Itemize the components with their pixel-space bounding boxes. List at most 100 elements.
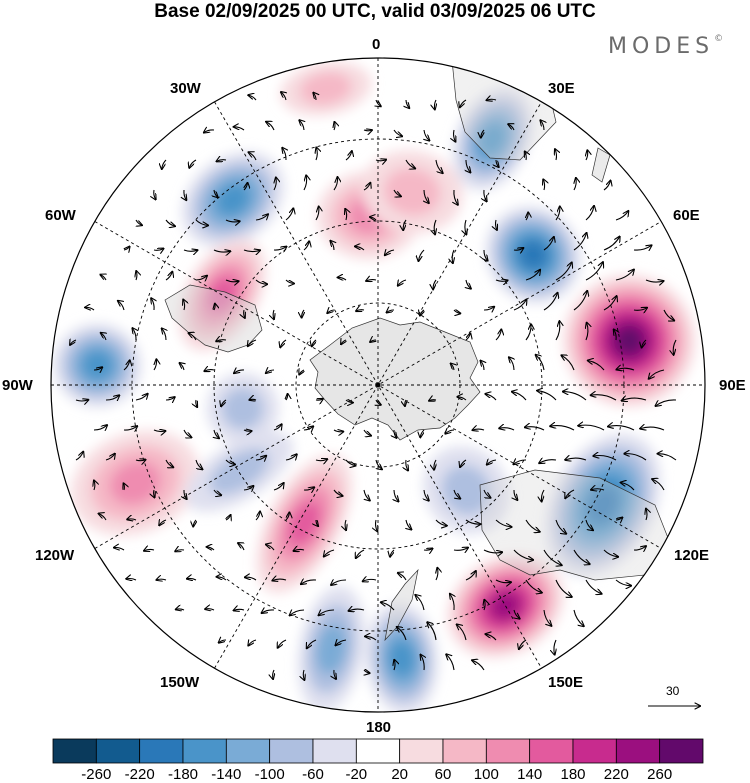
wind-vector (195, 276, 207, 280)
wind-vector (312, 339, 316, 346)
wind-vector (333, 430, 343, 432)
map-title: Base 02/09/2025 00 UTC, valid 03/09/2025… (154, 1, 596, 22)
wind-vector (118, 301, 125, 311)
wind-vector (364, 489, 370, 500)
negative-anomaly-contour (215, 183, 251, 216)
wind-vector (608, 426, 635, 431)
wind-vector (543, 549, 562, 565)
wind-vector (562, 355, 575, 371)
wind-vector (165, 459, 173, 467)
pole-marker (375, 382, 381, 388)
wind-vector (484, 249, 488, 261)
colorbar-tick-label: -100 (254, 766, 285, 783)
wind-vector (390, 549, 395, 557)
wind-vector (184, 489, 187, 499)
wind-vector (319, 610, 335, 615)
wind-vector (594, 456, 617, 461)
wind-vector (285, 279, 294, 284)
colorbar-tick-label: 100 (473, 766, 499, 783)
wind-vectors (70, 92, 677, 680)
wind-vector (420, 429, 425, 437)
wind-vector (525, 325, 531, 341)
wind-vector (184, 189, 186, 200)
wind-vector (621, 483, 635, 491)
wind-vector (165, 272, 172, 281)
wind-vector (406, 459, 408, 470)
wind-vector (376, 99, 381, 106)
wind-vector (622, 398, 647, 401)
wind-vector (248, 339, 257, 346)
colorbar-tick-label: -60 (302, 766, 324, 783)
wind-vector (266, 545, 275, 551)
wind-vector (135, 460, 145, 461)
wind-vector (405, 159, 415, 168)
wind-vector (423, 549, 432, 551)
negative-anomaly-contour (82, 350, 113, 381)
wind-vector (603, 296, 617, 311)
wind-vector (341, 340, 346, 344)
wind-vector (512, 392, 527, 401)
wind-vector (565, 489, 575, 498)
longitude-label-120w: 120W (35, 547, 75, 564)
wind-vector (499, 428, 515, 430)
colorbar-segment (399, 738, 444, 764)
wind-vector (165, 219, 175, 226)
wind-vector (331, 241, 335, 251)
meridian-60 (94, 221, 662, 549)
wind-vector (244, 183, 248, 191)
wind-vector (565, 458, 587, 460)
wind-vector (663, 309, 674, 321)
wind-vector (543, 237, 554, 251)
wind-vector (133, 328, 137, 341)
wind-vector (243, 430, 251, 431)
longitude-label-150w: 150W (160, 674, 200, 691)
colorbar-segment (355, 738, 401, 764)
wind-vector (205, 609, 215, 610)
wind-vector (555, 579, 572, 597)
wind-vector (290, 610, 305, 615)
wind-vector (273, 247, 286, 250)
wind-vector (645, 280, 663, 282)
wind-vector (221, 399, 227, 406)
wind-vector (481, 361, 484, 371)
wind-vector (207, 547, 215, 550)
wind-vector (302, 309, 304, 318)
wind-vector (285, 513, 289, 521)
wind-vector (165, 397, 175, 400)
wind-vector (514, 489, 517, 500)
wind-vector (370, 217, 377, 220)
wind-vector (93, 367, 102, 370)
wind-vector (403, 219, 406, 230)
wind-vector (381, 602, 395, 611)
wind-vector (434, 219, 436, 234)
graticule (51, 58, 705, 712)
wind-vector (356, 549, 365, 558)
wind-vector (303, 241, 309, 251)
wind-vector (454, 189, 458, 205)
wind-vector (363, 183, 370, 191)
wind-vector (573, 609, 584, 626)
wind-vector (365, 636, 377, 641)
wind-vector (313, 93, 316, 101)
wind-vector (615, 579, 631, 586)
wind-vector (424, 129, 429, 141)
wind-vector (486, 634, 497, 641)
wind-vector (273, 579, 287, 580)
wind-vector (180, 363, 184, 371)
wind-vector (525, 152, 526, 161)
wind-vector (483, 549, 502, 553)
wind-vector (315, 459, 327, 460)
wind-vector (154, 489, 155, 497)
wind-vector (460, 99, 467, 107)
wind-vector (105, 395, 119, 400)
wind-vector (646, 509, 647, 521)
wind-vector (94, 481, 95, 491)
wind-vector (465, 571, 476, 581)
wind-vector (204, 130, 215, 133)
wind-vector (555, 263, 572, 281)
wind-vector (537, 391, 557, 401)
wind-vector (554, 639, 556, 655)
wind-vector (588, 361, 605, 371)
wind-vector (397, 627, 407, 641)
wind-vector (234, 609, 245, 610)
